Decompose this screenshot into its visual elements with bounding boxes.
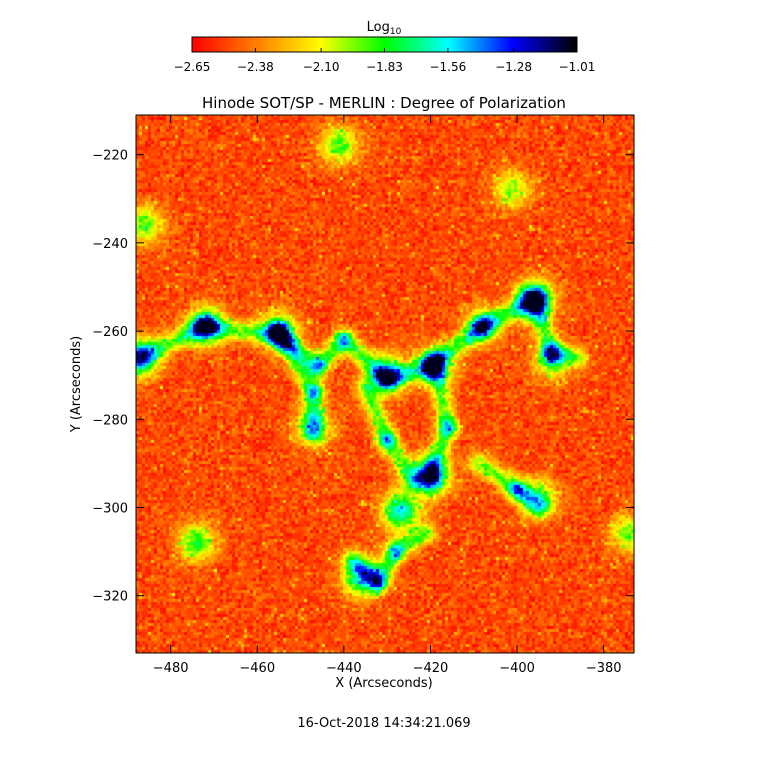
heatmap-image bbox=[136, 115, 634, 653]
y-tick-label: −320 bbox=[92, 590, 128, 605]
x-tick-label: −400 bbox=[499, 661, 535, 676]
x-tick-label: −440 bbox=[326, 661, 362, 676]
y-tick-label: −220 bbox=[92, 149, 128, 164]
y-tick-label: −280 bbox=[92, 413, 128, 428]
x-tick-label: −480 bbox=[153, 661, 189, 676]
colorbar-tick-label: −2.65 bbox=[174, 60, 211, 74]
chart-title: Hinode SOT/SP - MERLIN : Degree of Polar… bbox=[202, 94, 566, 112]
colorbar-tick-label: −1.56 bbox=[429, 60, 466, 74]
colorbar-label-base: Log bbox=[367, 20, 390, 35]
y-axis: −220 −240 −260 −280 −300 −320 bbox=[92, 149, 634, 605]
x-tick-label: −380 bbox=[586, 661, 622, 676]
colorbar-label: Log10 bbox=[367, 20, 402, 37]
colorbar-label-sub: 10 bbox=[390, 27, 402, 37]
date-label: 16-Oct-2018 14:34:21.069 bbox=[297, 716, 470, 731]
y-tick-label: −260 bbox=[92, 325, 128, 340]
y-tick-label: −300 bbox=[92, 501, 128, 516]
x-tick-label: −460 bbox=[239, 661, 275, 676]
colorbar-gradient bbox=[192, 37, 577, 52]
x-axis-label: X (Arcseconds) bbox=[335, 676, 432, 691]
colorbar-ticks: −2.65 −2.38 −2.10 −1.83 −1.56 −1.28 −1.01 bbox=[174, 48, 596, 74]
colorbar-tick-label: −2.38 bbox=[237, 60, 274, 74]
x-tick-label: −420 bbox=[413, 661, 449, 676]
colorbar-tick-label: −1.28 bbox=[495, 60, 532, 74]
y-axis-label: Y (Arcseconds) bbox=[69, 336, 84, 433]
y-tick-label: −240 bbox=[92, 237, 128, 252]
colorbar-tick-label: −2.10 bbox=[303, 60, 340, 74]
plot-frame bbox=[135, 114, 635, 654]
colorbar-tick-label: −1.01 bbox=[559, 60, 596, 74]
x-axis: −480 −460 −440 −420 −400 −380 bbox=[153, 115, 622, 676]
colorbar-tick-label: −1.83 bbox=[366, 60, 403, 74]
